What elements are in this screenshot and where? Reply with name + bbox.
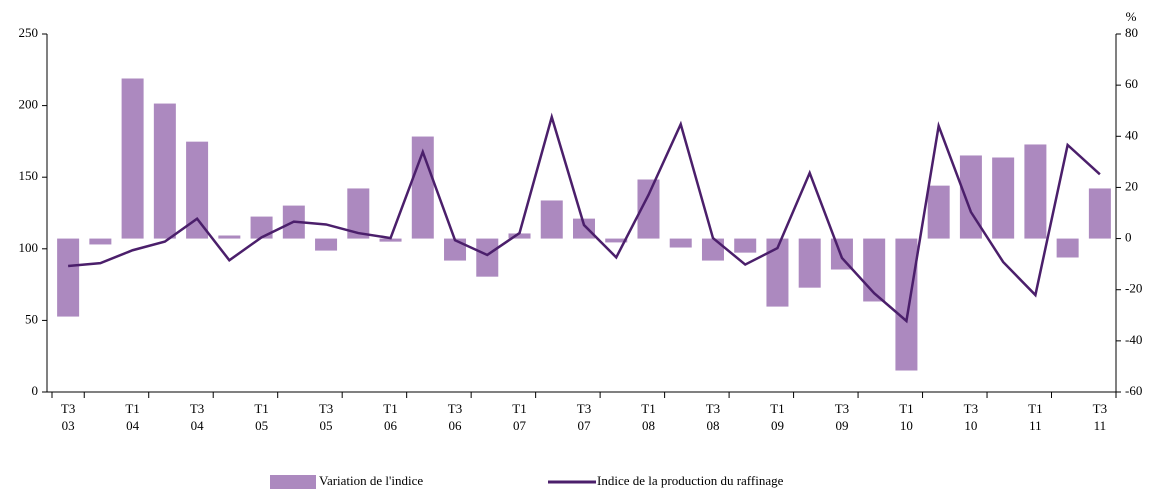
- bar: [57, 238, 80, 317]
- x-tick-label: T1 07: [512, 401, 527, 433]
- bar: [1056, 238, 1079, 258]
- x-tick-label: T3 09: [834, 401, 850, 433]
- x-tick-label: T1 11: [1028, 401, 1043, 433]
- bar: [218, 235, 241, 239]
- bar: [895, 238, 918, 371]
- bar: [701, 238, 724, 261]
- y2-tick-label: -40: [1125, 332, 1142, 347]
- y-tick-label: 200: [19, 97, 39, 112]
- bar: [315, 238, 338, 251]
- bar: [1024, 144, 1047, 239]
- bar: [798, 238, 821, 288]
- x-tick-label: T3 07: [576, 401, 592, 433]
- bar: [540, 200, 563, 239]
- x-tick-label: T3 04: [189, 401, 205, 433]
- bar: [250, 216, 273, 239]
- bar: [379, 238, 402, 242]
- y2-tick-label: 40: [1125, 127, 1138, 142]
- legend-swatch: [270, 475, 316, 489]
- bar: [927, 185, 950, 239]
- x-tick-label: T1 06: [383, 401, 398, 433]
- x-tick-label: T3 10: [963, 401, 979, 433]
- bar: [444, 238, 467, 261]
- bar: [153, 103, 176, 239]
- bar: [476, 238, 499, 277]
- x-tick-label: T1 05: [254, 401, 269, 433]
- y2-tick-label: -20: [1125, 281, 1142, 296]
- bar: [508, 233, 531, 239]
- legend-label: Indice de la production du raffinage: [597, 473, 784, 488]
- x-tick-label: T3 03: [60, 401, 76, 433]
- bar: [573, 218, 595, 239]
- x-tick-label: T1 10: [899, 401, 914, 433]
- x-tick-label: T3 05: [318, 401, 334, 433]
- x-tick-label: T1 04: [125, 401, 140, 433]
- bar: [734, 238, 757, 253]
- bar: [992, 157, 1015, 239]
- y-tick-label: 50: [25, 311, 38, 326]
- legend-label: Variation de l'indice: [319, 473, 423, 488]
- bar: [347, 188, 370, 239]
- x-tick-label: T1 09: [770, 401, 785, 433]
- x-tick-label: T3 11: [1092, 401, 1108, 433]
- bar: [186, 141, 209, 239]
- line: [68, 112, 1101, 324]
- bar: [637, 179, 660, 239]
- x-tick-label: T3 06: [447, 401, 463, 433]
- x-tick-label: T1 08: [641, 401, 656, 433]
- bar: [1088, 188, 1111, 239]
- bar: [605, 238, 628, 243]
- bar: [766, 238, 789, 307]
- bar: [89, 238, 112, 245]
- bar: [411, 136, 434, 239]
- y-tick-label: 0: [32, 383, 39, 398]
- y2-axis-label: %: [1126, 9, 1137, 24]
- y2-tick-label: 20: [1125, 178, 1138, 193]
- y-tick-label: 150: [19, 168, 39, 183]
- y2-tick-label: 80: [1125, 25, 1138, 40]
- bar: [669, 238, 692, 248]
- y2-tick-label: 0: [1125, 230, 1132, 245]
- bar: [121, 78, 144, 239]
- y-tick-label: 100: [19, 240, 39, 255]
- y-tick-label: 250: [19, 25, 39, 40]
- y2-tick-label: 60: [1125, 76, 1138, 91]
- x-tick-label: T3 08: [705, 401, 721, 433]
- y2-tick-label: -60: [1125, 383, 1142, 398]
- bar: [959, 155, 982, 239]
